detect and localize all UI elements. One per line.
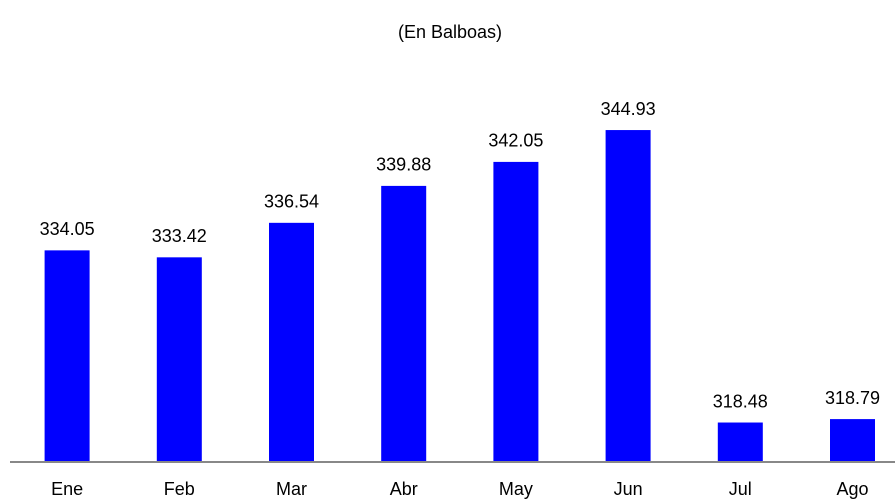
data-label: 334.05 xyxy=(40,219,95,239)
x-tick-label: Jul xyxy=(729,479,752,499)
bar xyxy=(44,250,90,461)
data-label: 344.93 xyxy=(601,99,656,119)
x-tick-label: Feb xyxy=(164,479,195,499)
chart-title: (En Balboas) xyxy=(398,22,502,42)
x-tick-label: Mar xyxy=(276,479,307,499)
data-label: 318.48 xyxy=(713,391,768,411)
data-label: 342.05 xyxy=(488,131,543,151)
x-tick-label: Jun xyxy=(614,479,643,499)
x-tick-label: Ago xyxy=(836,479,868,499)
data-label: 336.54 xyxy=(264,192,319,212)
x-tick-label: Abr xyxy=(390,479,418,499)
data-label: 333.42 xyxy=(152,226,207,246)
bar xyxy=(269,222,314,461)
bar xyxy=(830,419,875,461)
bar xyxy=(493,161,539,461)
data-label: 339.88 xyxy=(376,155,431,175)
bar xyxy=(381,185,427,461)
bar xyxy=(717,422,763,461)
data-label: 318.79 xyxy=(825,388,880,408)
x-tick-label: May xyxy=(499,479,533,499)
bar xyxy=(156,257,202,461)
bar xyxy=(605,130,651,462)
x-tick-label: Ene xyxy=(51,479,83,499)
